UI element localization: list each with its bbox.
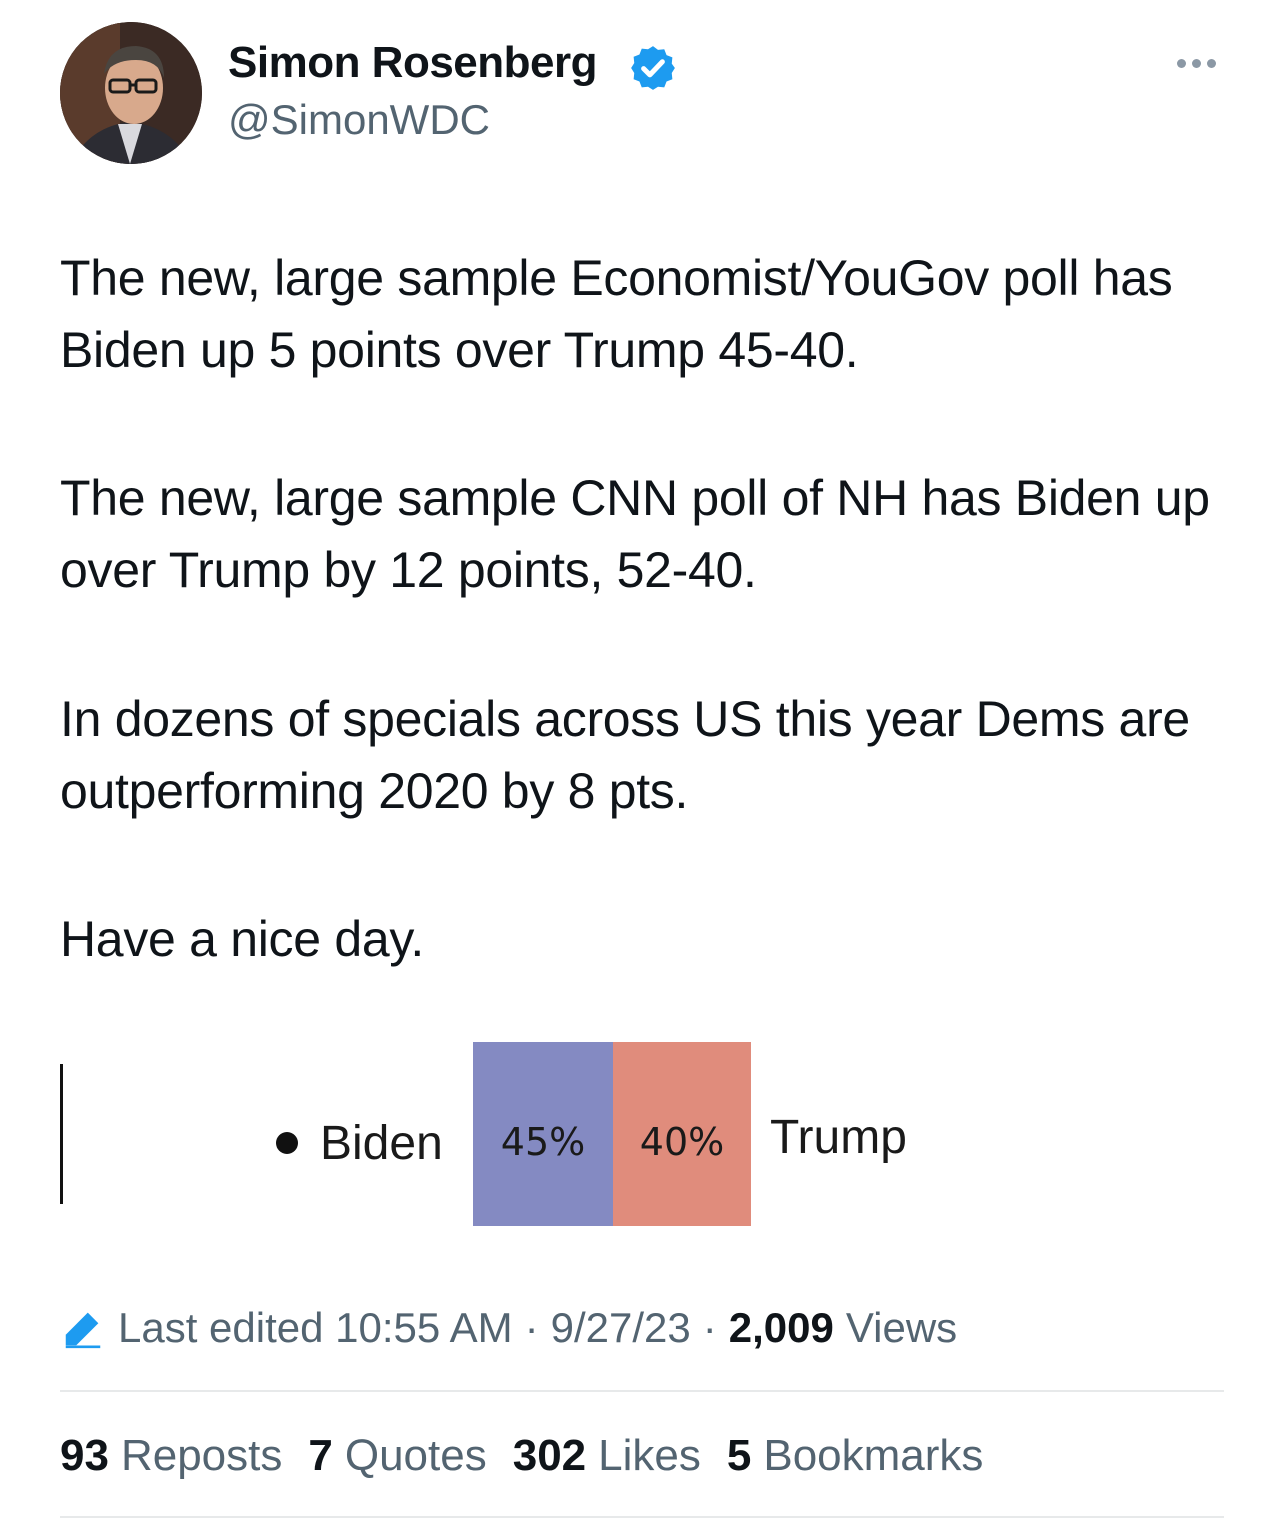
likes-label: Likes bbox=[598, 1431, 701, 1480]
more-options-icon[interactable] bbox=[1168, 46, 1224, 80]
views-label: Views bbox=[845, 1304, 958, 1351]
biden-bar: 45% bbox=[473, 1042, 613, 1226]
trump-bar: 40% bbox=[613, 1042, 751, 1226]
verified-badge-icon[interactable] bbox=[628, 43, 678, 93]
bookmarks-label: Bookmarks bbox=[763, 1431, 984, 1480]
more-dot bbox=[1176, 58, 1186, 68]
media-crop-edge bbox=[60, 1064, 63, 1204]
biden-label: Biden bbox=[320, 1117, 443, 1170]
author-handle[interactable]: @SimonWDC bbox=[228, 96, 490, 143]
tweet-paragraph: Have a nice day. bbox=[60, 911, 424, 967]
author-display-name[interactable]: Simon Rosenberg bbox=[228, 38, 598, 87]
tweet-paragraph: The new, large sample Economist/YouGov p… bbox=[60, 250, 1173, 378]
tweet-date[interactable]: 9/27/23 bbox=[550, 1304, 691, 1351]
reposts-label: Reposts bbox=[120, 1431, 283, 1480]
quotes-label: Quotes bbox=[344, 1431, 487, 1480]
divider bbox=[60, 1516, 1224, 1518]
avatar-photo bbox=[60, 22, 202, 164]
reposts-stat[interactable]: 93 Reposts bbox=[60, 1431, 282, 1481]
quotes-count: 7 bbox=[308, 1431, 333, 1480]
quotes-stat[interactable]: 7 Quotes bbox=[308, 1431, 486, 1481]
trump-value: 40% bbox=[639, 1120, 725, 1164]
meta-separator: · bbox=[524, 1304, 539, 1351]
edit-pencil-icon bbox=[65, 1312, 101, 1349]
tweet-media-image[interactable]: Biden 45% 40% Trump bbox=[60, 1040, 1224, 1230]
views-count: 2,009 bbox=[728, 1304, 834, 1351]
bookmarks-count: 5 bbox=[726, 1431, 752, 1480]
bookmarks-stat[interactable]: 5 Bookmarks bbox=[727, 1431, 984, 1481]
likes-stat[interactable]: 302 Likes bbox=[513, 1431, 701, 1481]
tweet-paragraph: The new, large sample CNN poll of NH has… bbox=[60, 470, 1210, 598]
divider bbox=[60, 1390, 1224, 1392]
likes-count: 302 bbox=[512, 1431, 587, 1480]
avatar[interactable] bbox=[60, 22, 202, 164]
reposts-count: 93 bbox=[60, 1431, 109, 1480]
trump-label: Trump bbox=[770, 1111, 907, 1164]
more-dot bbox=[1206, 58, 1216, 68]
meta-separator: · bbox=[702, 1304, 717, 1351]
tweet-meta: Last edited 10:55 AM · 9/27/23 · 2,009 V… bbox=[60, 1300, 957, 1356]
legend-bullet bbox=[276, 1132, 298, 1154]
tweet-paragraph: In dozens of specials across US this yea… bbox=[60, 691, 1190, 819]
biden-value: 45% bbox=[500, 1120, 586, 1164]
edited-timestamp[interactable]: Last edited 10:55 AM bbox=[118, 1304, 513, 1351]
more-dot bbox=[1191, 58, 1201, 68]
engagement-stats: 93 Reposts 7 Quotes 302 Likes 5 Bookmark… bbox=[60, 1428, 983, 1484]
